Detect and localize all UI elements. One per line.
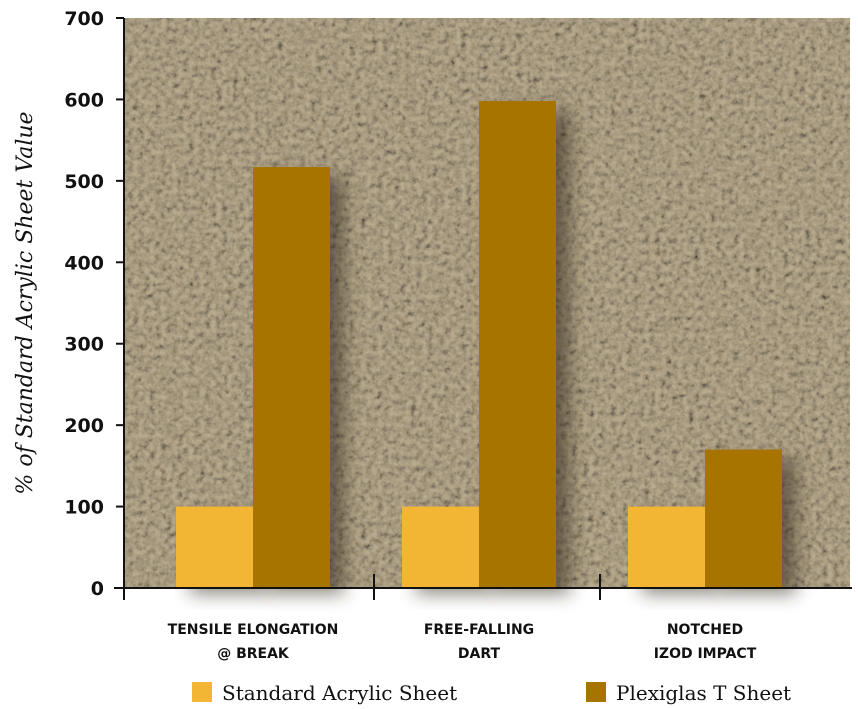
y-tick-label: 400 <box>64 252 104 274</box>
y-tick-label: 300 <box>64 334 104 356</box>
legend-label-standard: Standard Acrylic Sheet <box>222 681 457 705</box>
category-label: NOTCHED <box>667 622 743 638</box>
y-tick-label: 0 <box>91 578 104 600</box>
bars <box>176 101 782 589</box>
y-tick-label: 200 <box>64 415 104 437</box>
y-tick-label: 500 <box>64 171 104 193</box>
bar-plexiglas-t <box>479 101 556 589</box>
category-labels: TENSILE ELONGATION @ BREAK FREE-FALLING DAR… <box>168 622 757 662</box>
category-label: @ BREAK <box>217 646 290 662</box>
bar-plexiglas-t <box>253 167 330 588</box>
category-label: IZOD IMPACT <box>654 646 757 662</box>
legend: Standard Acrylic Sheet Plexiglas T Sheet <box>192 681 791 705</box>
bar-standard-acrylic <box>628 506 705 588</box>
bar-plexiglas-t <box>705 449 782 588</box>
y-tick-label: 100 <box>64 497 104 519</box>
legend-swatch-standard <box>192 682 212 702</box>
category-label: DART <box>458 646 501 662</box>
y-axis-label: % of Standard Acrylic Sheet Value <box>13 111 38 494</box>
y-ticks: 0 100 200 300 400 500 600 700 <box>64 8 124 600</box>
legend-swatch-plexiglas <box>586 682 606 702</box>
y-tick-label: 600 <box>64 89 104 111</box>
bar-standard-acrylic <box>176 506 253 588</box>
category-label: FREE-FALLING <box>424 622 534 638</box>
category-separators <box>373 574 601 600</box>
legend-label-plexiglas: Plexiglas T Sheet <box>616 681 791 705</box>
bar-standard-acrylic <box>402 506 479 588</box>
y-tick-label: 700 <box>64 8 104 30</box>
category-label: TENSILE ELONGATION <box>168 622 339 638</box>
